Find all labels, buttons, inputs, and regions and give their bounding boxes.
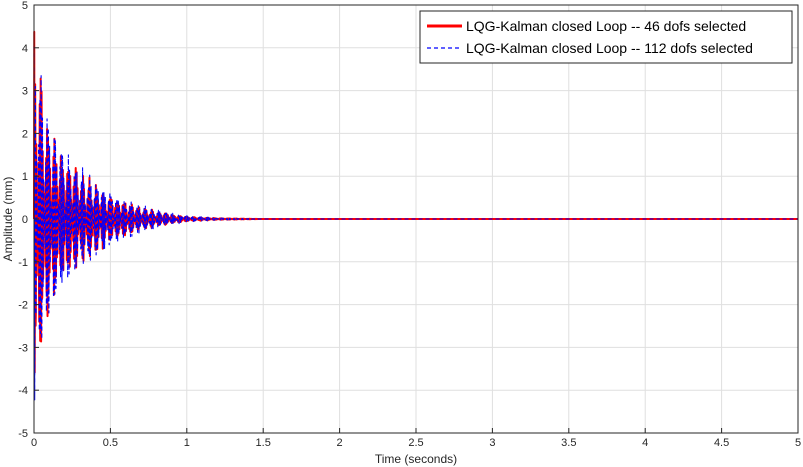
x-tick-label: 5: [795, 437, 801, 449]
series-line-2: [33, 46, 798, 401]
y-tick-label: -4: [18, 385, 28, 397]
ticks: 0 0.5 1 1.5 2 2.5 3 3.5 4 4.5 5 -5 -4 -3 -2 -1 0 1 2 3 4 5: [18, 0, 801, 449]
y-axis-label: Amplitude (mm): [1, 177, 15, 262]
legend-label-series-1: LQG-Kalman closed Loop -- 46 dofs select…: [466, 18, 746, 34]
x-tick-label: 1.5: [256, 437, 271, 449]
x-tick-label: 0: [31, 437, 37, 449]
x-axis-label: Time (seconds): [375, 452, 457, 466]
x-tick-label: 4: [642, 437, 648, 449]
x-tick-label: 3: [489, 437, 495, 449]
legend-box: [419, 10, 793, 64]
y-tick-label: -5: [18, 428, 28, 440]
y-tick-label: 0: [22, 214, 28, 226]
y-tick-label: 3: [22, 86, 28, 98]
x-tick-label: 1: [184, 437, 190, 449]
x-tick-label: 2.5: [408, 437, 423, 449]
y-tick-label: 4: [22, 43, 28, 55]
x-tick-label: 2: [337, 437, 343, 449]
y-tick-label: -1: [18, 257, 28, 269]
y-tick-label: 5: [22, 0, 28, 12]
x-tick-label: 3.5: [561, 437, 576, 449]
legend-label-series-2: LQG-Kalman closed Loop -- 112 dofs selec…: [466, 40, 753, 56]
y-tick-label: 2: [22, 128, 28, 140]
series-layer: [33, 30, 798, 401]
x-tick-label: 0.5: [103, 437, 118, 449]
y-tick-label: -3: [18, 342, 28, 354]
y-tick-label: 1: [22, 171, 28, 183]
y-tick-label: -2: [18, 300, 28, 312]
x-tick-label: 4.5: [714, 437, 729, 449]
legend: LQG-Kalman closed Loop -- 46 dofs select…: [419, 10, 793, 64]
